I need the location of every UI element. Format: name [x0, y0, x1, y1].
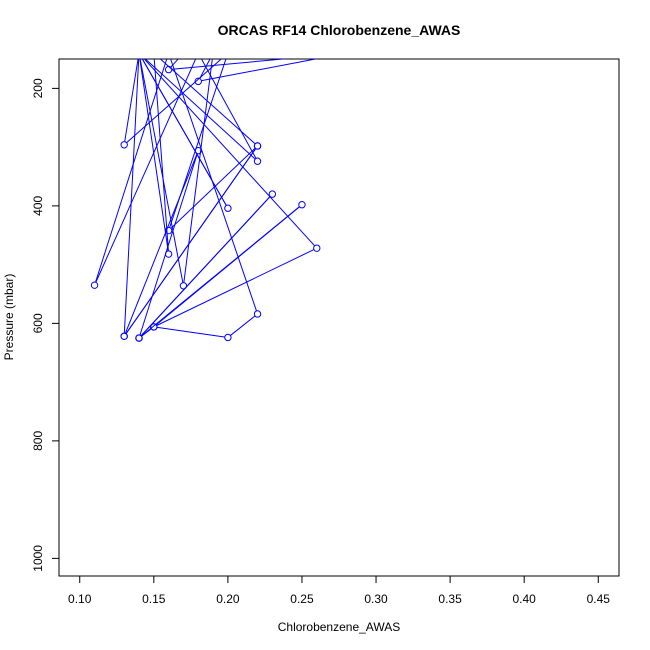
x-tick-label: 0.30 — [364, 592, 388, 606]
data-point — [224, 333, 232, 342]
data-point — [253, 310, 262, 318]
data-point — [253, 142, 262, 150]
x-tick-label: 0.20 — [216, 592, 240, 606]
series-line-segment — [159, 59, 256, 144]
plot-area — [90, 59, 321, 342]
data-point — [135, 334, 143, 342]
x-tick-label: 0.40 — [513, 592, 537, 606]
series-line-segment — [139, 59, 184, 283]
series-line-segment — [141, 196, 271, 336]
series-line-segment — [199, 59, 211, 79]
data-point — [90, 281, 99, 289]
series-line-segment — [156, 206, 300, 326]
x-axis: 0.10 0.15 0.20 0.25 0.30 0.35 0.40 0.45 — [68, 575, 611, 606]
y-axis: 200 400 600 800 1000 — [31, 78, 60, 572]
data-point — [164, 250, 173, 258]
y-tick-label: 200 — [31, 78, 45, 98]
data-point — [194, 146, 202, 155]
series-line-segment — [95, 59, 197, 283]
series-line-segment — [170, 148, 256, 229]
data-point — [298, 201, 306, 209]
series-line-segment — [153, 59, 169, 251]
series-line-segment — [144, 59, 256, 160]
plot-frame — [58, 58, 620, 577]
data-point — [179, 282, 188, 290]
y-tick-label: 1000 — [31, 545, 45, 572]
y-tick-label: 800 — [31, 431, 45, 451]
y-axis-label: Pressure (mbar) — [2, 274, 16, 361]
data-point — [120, 332, 128, 340]
series-line-segment — [95, 59, 168, 283]
chart-title: ORCAS RF14 Chlorobenzene_AWAS — [218, 22, 461, 38]
data-point — [164, 226, 173, 235]
x-tick-label: 0.15 — [142, 592, 166, 606]
series-line-segment — [183, 59, 213, 283]
data-point — [150, 323, 158, 331]
series-line-segment — [139, 153, 198, 335]
series-line-segment — [126, 59, 222, 143]
data-point — [253, 157, 262, 165]
series-line-segment — [170, 59, 257, 311]
series-line-segment — [157, 326, 225, 338]
series-line-segment — [125, 148, 256, 334]
series-line-segment — [124, 59, 139, 142]
series-line-segment — [169, 59, 227, 228]
series-line-segment — [143, 59, 315, 246]
x-tick-label: 0.10 — [68, 592, 92, 606]
series-line-segment — [172, 59, 289, 70]
data-point — [224, 204, 232, 212]
series-line-segment — [139, 59, 169, 251]
x-tick-label: 0.45 — [587, 592, 611, 606]
x-tick-label: 0.35 — [438, 592, 462, 606]
y-tick-label: 600 — [31, 313, 45, 333]
data-point — [268, 190, 277, 198]
data-point — [313, 244, 321, 252]
series-line-segment — [156, 249, 314, 326]
series-line-segment — [201, 59, 319, 82]
series-line-segment — [170, 59, 179, 68]
x-axis-label: Chlorobenzene_AWAS — [278, 620, 401, 634]
data-point — [164, 65, 173, 74]
data-point — [194, 77, 202, 86]
series-line-segment — [200, 59, 257, 159]
series-line-segment — [141, 59, 227, 206]
series-line-segment — [125, 153, 198, 334]
series-line-segment — [123, 59, 140, 333]
x-tick-label: 0.25 — [290, 592, 314, 606]
data-point — [120, 141, 128, 149]
y-tick-label: 400 — [31, 196, 45, 216]
series-line-segment — [230, 315, 256, 336]
